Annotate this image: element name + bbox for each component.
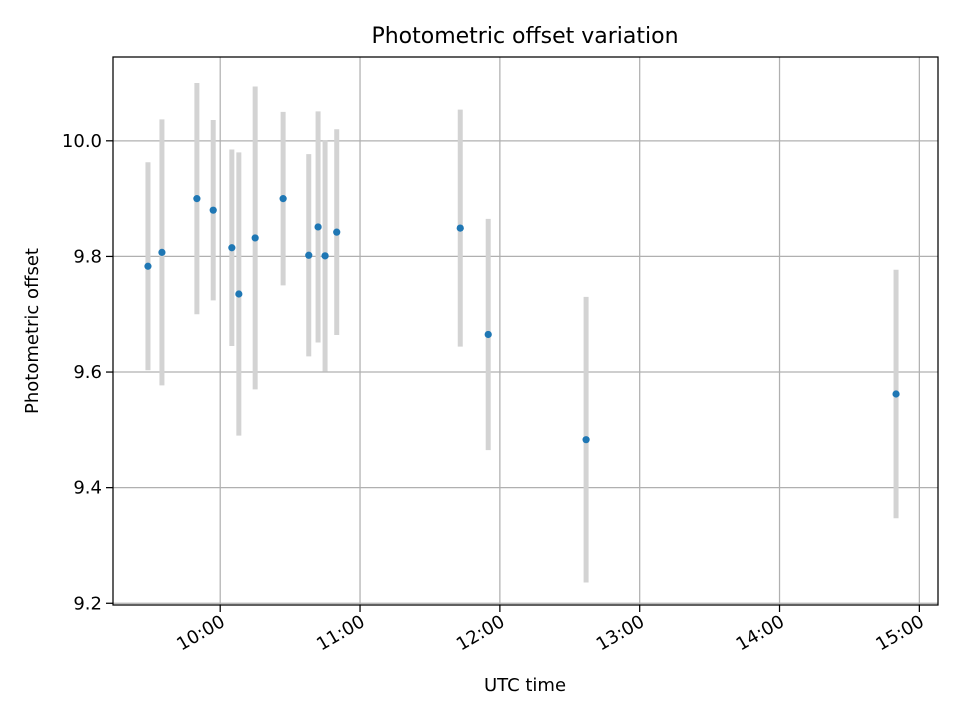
x-axis-label: UTC time (484, 675, 566, 696)
data-point (305, 251, 313, 259)
y-axis-label: Photometric offset (22, 248, 43, 414)
data-point (456, 224, 464, 232)
data-point (158, 248, 166, 256)
y-axis-ticks: 9.2 9.4 9.6 9.8 10.0 (62, 131, 113, 614)
y-tick-label: 10.0 (62, 131, 102, 152)
data-point (209, 206, 217, 214)
y-tick-label: 9.2 (73, 593, 102, 614)
data-point (228, 244, 236, 252)
plot-frame (112, 56, 939, 606)
data-point (333, 228, 341, 236)
grid-lines (113, 57, 938, 605)
y-tick-label: 9.6 (73, 362, 102, 383)
chart-title: Photometric offset variation (371, 24, 678, 49)
data-point (279, 195, 287, 203)
data-points (144, 195, 900, 444)
y-tick-label: 9.8 (73, 246, 102, 267)
data-point (892, 390, 900, 398)
plot-area (112, 56, 939, 606)
data-point (321, 252, 329, 260)
y-tick-label: 9.4 (73, 478, 102, 499)
data-point (251, 234, 259, 242)
plot-background (113, 57, 938, 605)
data-point (484, 330, 492, 339)
data-point (144, 262, 152, 270)
data-point (193, 195, 201, 203)
data-point (582, 436, 590, 444)
data-point (314, 223, 322, 231)
data-point (235, 290, 243, 298)
